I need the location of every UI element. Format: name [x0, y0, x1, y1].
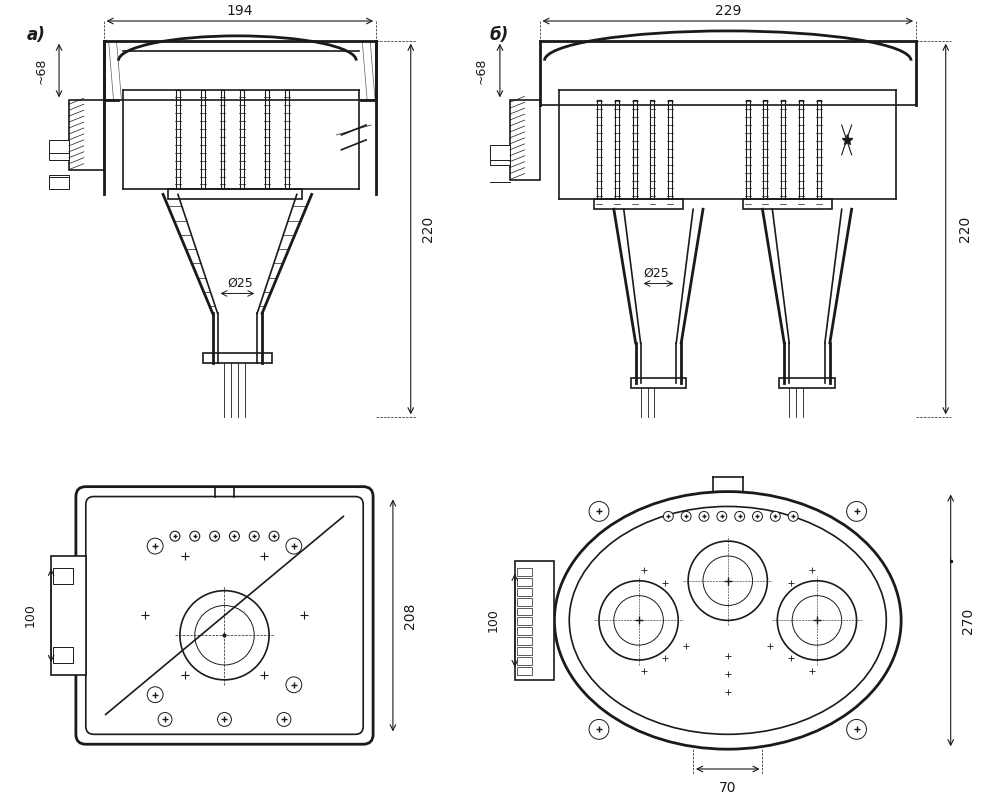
Text: 100: 100: [24, 603, 36, 628]
Circle shape: [614, 595, 663, 646]
Text: 270: 270: [960, 607, 974, 633]
Bar: [517, 667, 532, 675]
Bar: [51, 556, 85, 675]
Circle shape: [770, 512, 780, 521]
Circle shape: [663, 512, 673, 521]
Bar: [517, 637, 532, 646]
Text: Ø25: Ø25: [644, 267, 669, 280]
Bar: [53, 647, 73, 663]
Circle shape: [589, 501, 609, 521]
Text: 220: 220: [421, 216, 435, 242]
Circle shape: [285, 677, 302, 693]
Bar: [517, 577, 532, 586]
Circle shape: [699, 512, 709, 521]
Bar: [168, 190, 302, 200]
Bar: [515, 561, 554, 680]
Circle shape: [210, 531, 220, 541]
Circle shape: [147, 539, 163, 554]
Circle shape: [793, 595, 842, 646]
Circle shape: [269, 531, 279, 541]
Text: ~68: ~68: [475, 58, 488, 84]
Circle shape: [681, 512, 692, 521]
Circle shape: [589, 719, 609, 740]
Text: 70: 70: [719, 781, 737, 795]
Bar: [510, 101, 540, 179]
Circle shape: [147, 687, 163, 702]
Bar: [517, 657, 532, 665]
Circle shape: [752, 512, 762, 521]
Text: 100: 100: [487, 608, 500, 633]
Bar: [49, 174, 69, 190]
Bar: [517, 588, 532, 595]
Bar: [203, 353, 272, 363]
FancyBboxPatch shape: [76, 487, 373, 744]
Circle shape: [847, 501, 866, 521]
Text: 194: 194: [226, 4, 252, 18]
Circle shape: [285, 539, 302, 554]
Text: 229: 229: [714, 4, 741, 18]
Bar: [517, 628, 532, 635]
Bar: [69, 101, 104, 169]
Bar: [53, 568, 73, 584]
Circle shape: [195, 606, 254, 665]
Bar: [631, 378, 686, 388]
Circle shape: [170, 531, 180, 541]
Text: б): б): [490, 26, 509, 44]
Circle shape: [688, 541, 767, 620]
Text: 220: 220: [957, 216, 971, 242]
Circle shape: [777, 581, 856, 660]
Circle shape: [189, 531, 200, 541]
Circle shape: [180, 590, 269, 680]
Bar: [517, 617, 532, 625]
Circle shape: [158, 713, 172, 727]
Circle shape: [788, 512, 799, 521]
Ellipse shape: [569, 506, 886, 734]
Ellipse shape: [554, 491, 902, 749]
Bar: [490, 145, 510, 165]
Circle shape: [847, 719, 866, 740]
Circle shape: [599, 581, 678, 660]
Bar: [517, 647, 532, 655]
Bar: [49, 139, 69, 160]
FancyBboxPatch shape: [85, 496, 363, 734]
Bar: [779, 378, 835, 388]
Text: 208: 208: [403, 603, 417, 629]
Circle shape: [230, 531, 239, 541]
Circle shape: [703, 556, 752, 606]
Bar: [517, 598, 532, 606]
Circle shape: [717, 512, 727, 521]
Bar: [594, 200, 683, 209]
Circle shape: [277, 713, 291, 727]
Bar: [517, 607, 532, 616]
Bar: [517, 568, 532, 576]
Bar: [743, 200, 832, 209]
Text: Ø25: Ø25: [228, 277, 253, 290]
Circle shape: [735, 512, 745, 521]
Circle shape: [249, 531, 259, 541]
Text: а): а): [26, 26, 45, 44]
Circle shape: [218, 713, 232, 727]
Text: ~68: ~68: [34, 58, 47, 84]
